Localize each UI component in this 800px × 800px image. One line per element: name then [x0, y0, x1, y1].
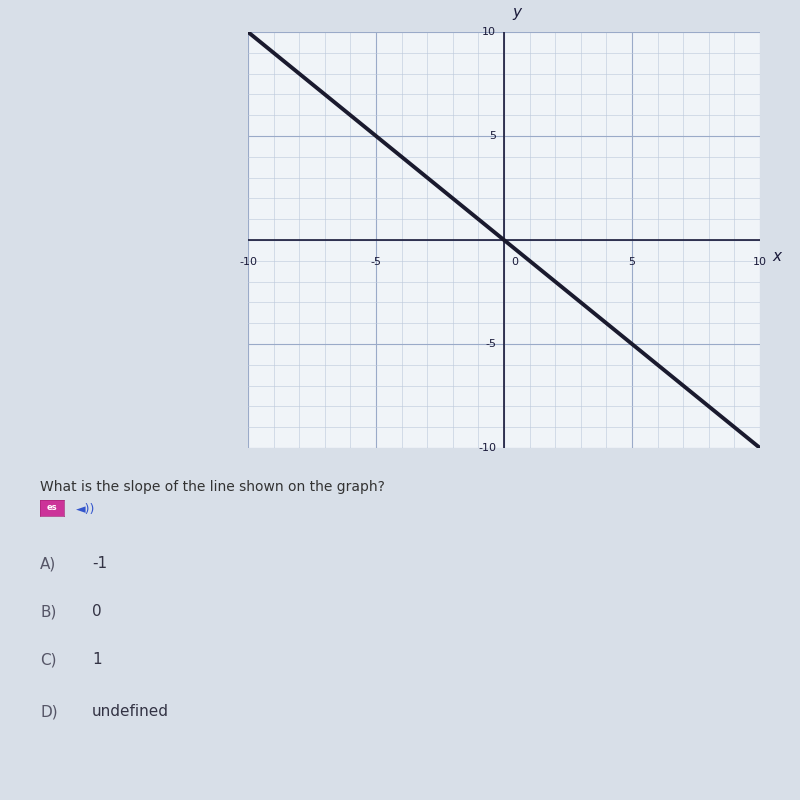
- Text: C): C): [40, 653, 57, 667]
- Text: -5: -5: [370, 257, 382, 266]
- Text: 10: 10: [482, 27, 496, 37]
- Text: -10: -10: [239, 257, 257, 266]
- Text: 0: 0: [512, 257, 518, 266]
- Text: -1: -1: [92, 557, 107, 571]
- Text: D): D): [40, 705, 58, 719]
- Text: x: x: [773, 249, 782, 264]
- Text: -10: -10: [478, 443, 496, 453]
- Text: What is the slope of the line shown on the graph?: What is the slope of the line shown on t…: [40, 480, 385, 494]
- Text: B): B): [40, 605, 56, 619]
- Text: -5: -5: [486, 339, 496, 349]
- Text: 0: 0: [92, 605, 102, 619]
- Text: undefined: undefined: [92, 705, 169, 719]
- Text: 1: 1: [92, 653, 102, 667]
- Text: A): A): [40, 557, 56, 571]
- Text: 5: 5: [490, 131, 496, 141]
- Text: y: y: [512, 5, 522, 19]
- Text: ◄)): ◄)): [76, 503, 95, 516]
- Text: es: es: [46, 503, 58, 513]
- Text: 10: 10: [753, 257, 767, 266]
- Text: 5: 5: [629, 257, 635, 266]
